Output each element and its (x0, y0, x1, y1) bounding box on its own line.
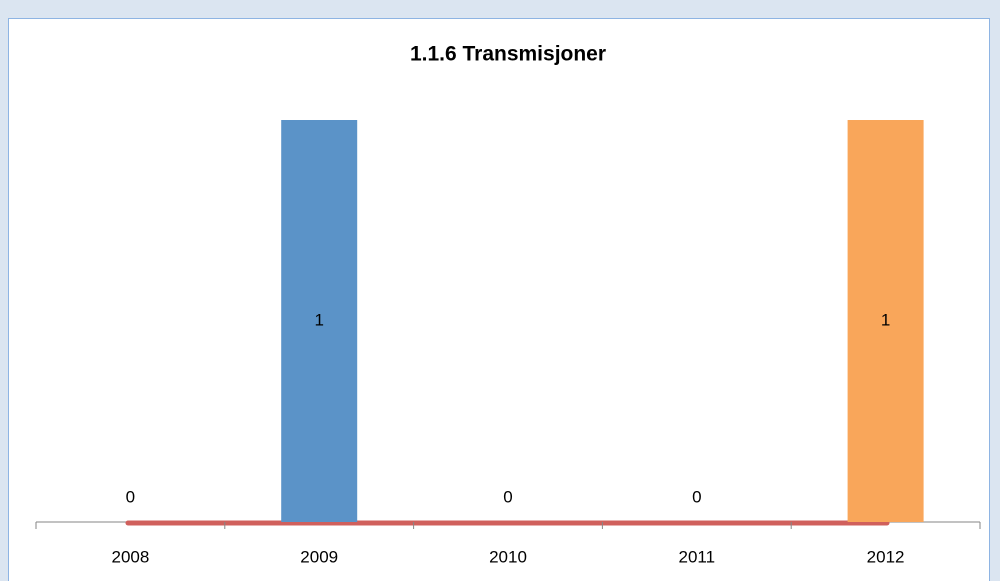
chart-area (8, 18, 990, 581)
bar (847, 120, 924, 522)
x-tick-label: 2012 (867, 547, 905, 566)
x-tick-label: 2011 (679, 547, 716, 566)
x-tick-label: 2010 (489, 547, 527, 566)
data-label: 1 (314, 310, 323, 329)
data-label: 0 (692, 487, 701, 506)
bar (281, 120, 358, 522)
chart-title: 1.1.6 Transmisjoner (410, 43, 606, 66)
data-label: 0 (126, 487, 135, 506)
data-label: 0 (503, 487, 512, 506)
x-tick-label: 2008 (111, 547, 149, 566)
data-label: 1 (881, 310, 890, 329)
x-tick-label: 2009 (300, 547, 338, 566)
